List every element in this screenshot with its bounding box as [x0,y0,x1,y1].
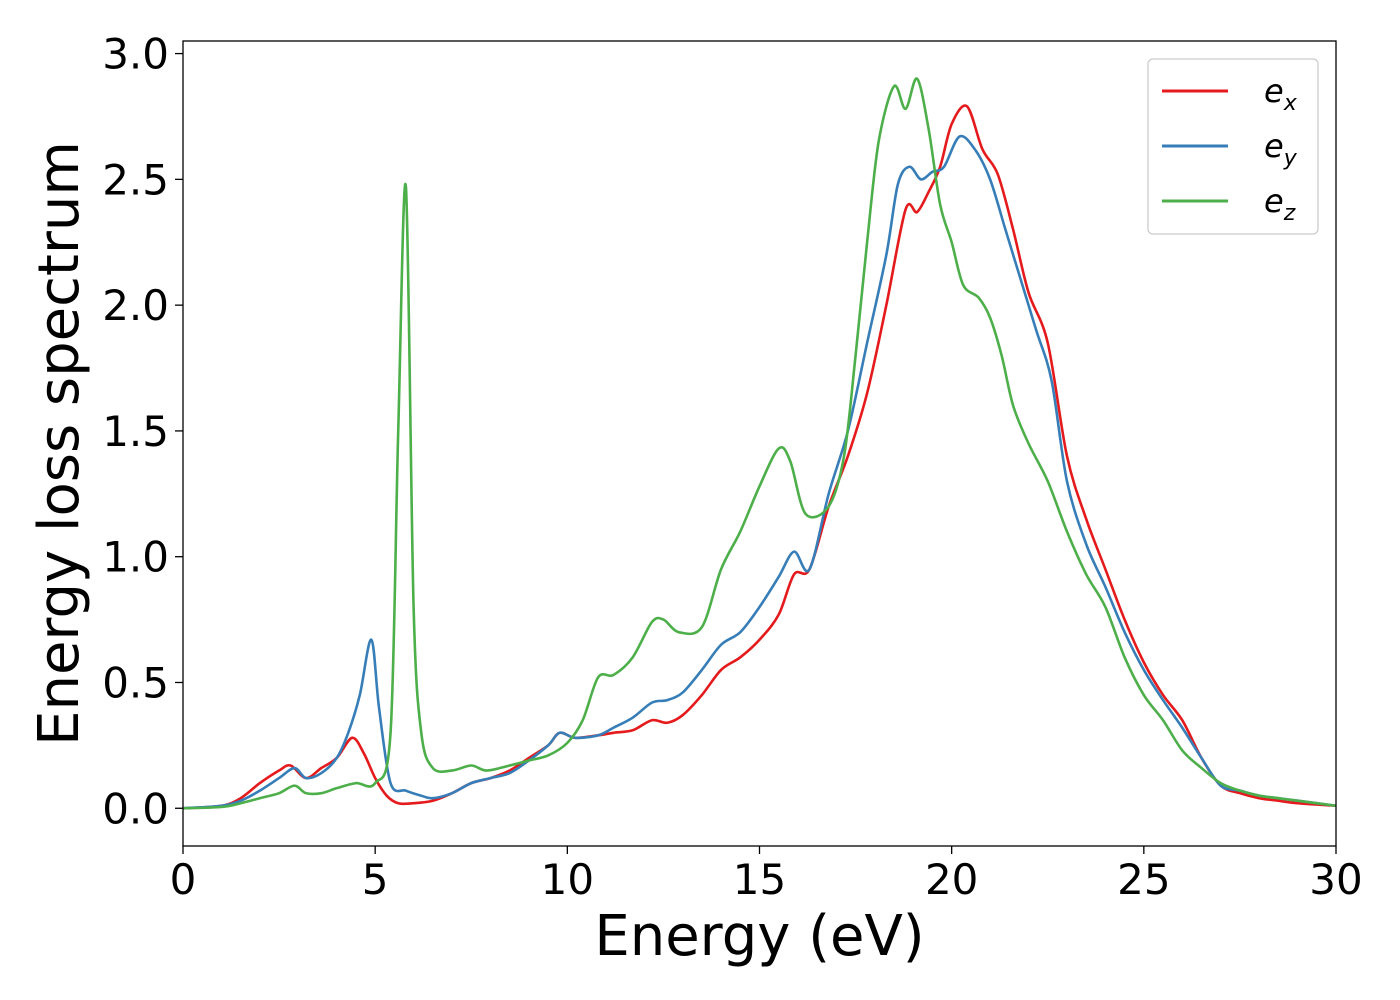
y-tick-label: 2.0 [102,281,169,330]
y-axis-label: Energy loss spectrum [27,141,92,746]
y-tick-label: 0.5 [102,658,169,707]
y-axis: 0.0 0.5 1.0 1.5 2.0 2.5 3.0 [102,30,183,833]
series-line-ez [183,77,1336,810]
x-tick-label: 10 [541,855,594,904]
legend-box [1147,58,1319,235]
x-tick-label: 5 [362,855,389,904]
y-tick-label: 0.0 [102,784,169,833]
plot-area [183,41,1336,846]
x-tick-label: 30 [1309,855,1362,904]
x-axis: 0 5 10 15 20 25 30 [170,846,1363,904]
series-line-ex [183,104,1336,810]
x-tick-label: 15 [733,855,786,904]
series-layer [183,77,1336,810]
y-tick-label: 1.5 [102,407,169,456]
x-tick-label: 0 [170,855,197,904]
series-line-ey [183,134,1336,810]
y-tick-label: 2.5 [102,155,169,204]
y-tick-label: 3.0 [102,30,169,79]
x-axis-label: Energy (eV) [594,904,924,969]
y-tick-label: 1.0 [102,533,169,582]
x-tick-label: 20 [925,855,978,904]
x-tick-label: 25 [1117,855,1170,904]
